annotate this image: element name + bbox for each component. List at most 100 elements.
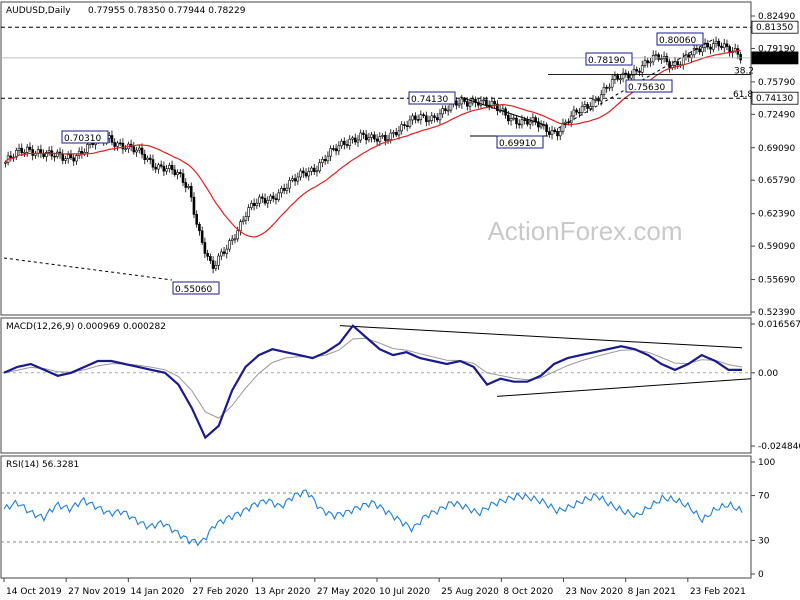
candle-body — [424, 115, 428, 122]
price-y-tick-label: 0.82490 — [758, 12, 795, 22]
candle-body — [61, 153, 65, 161]
candle-body — [189, 186, 193, 198]
candle-body — [422, 114, 425, 117]
candle-body — [110, 135, 114, 143]
level-annotation-text: 0.69910 — [499, 139, 536, 149]
price-axis-tag-label: 0.74130 — [756, 94, 793, 104]
candle-body — [419, 114, 423, 120]
price-axis-tag-label: 0.81350 — [756, 23, 793, 33]
candle-body — [506, 114, 510, 122]
candle-body — [113, 142, 116, 147]
candle-body — [378, 136, 382, 142]
candle-body — [657, 54, 660, 60]
candle-body — [228, 240, 231, 250]
candle-body — [47, 150, 51, 153]
candle-body — [370, 134, 373, 138]
candle-body — [20, 147, 24, 154]
candle-body — [528, 121, 532, 125]
candle-body — [457, 103, 461, 106]
macd-line — [3, 324, 742, 440]
candle-body — [250, 202, 253, 208]
candle-body — [342, 140, 346, 145]
candle-body — [468, 102, 472, 107]
rsi-panel: RSI(14) 56.3281 100 70 30 0 — [0, 455, 775, 580]
level-annotation-text: 0.55060 — [175, 285, 212, 295]
candle-body — [118, 142, 122, 145]
candle-body — [381, 135, 384, 137]
candle-body — [165, 168, 168, 172]
level-annotation-box — [585, 52, 633, 66]
candle-body — [66, 154, 70, 159]
x-tick-label: 23 Feb 2021 — [690, 587, 746, 597]
candle-body — [561, 122, 565, 132]
candle-body — [583, 104, 587, 107]
price-axis-tag — [751, 91, 799, 105]
candle-body — [222, 251, 226, 254]
candle-body — [312, 167, 316, 172]
level-annotation-text: 0.78190 — [588, 56, 625, 66]
candle-body — [280, 187, 283, 194]
candle-body — [203, 242, 207, 254]
candle-body — [296, 176, 300, 182]
candle-body — [509, 118, 513, 122]
candle-body — [465, 101, 469, 107]
candle-body — [200, 230, 204, 243]
candle-body — [323, 159, 327, 162]
candle-body — [184, 182, 188, 188]
candle-body — [676, 61, 680, 66]
macd-y-tick-label: -0.024840 — [758, 442, 800, 452]
candle-body — [597, 98, 600, 102]
candle-body — [28, 146, 32, 150]
candle-body — [520, 119, 524, 126]
macd-panel-frame — [0, 317, 752, 454]
candle-body — [334, 148, 338, 152]
macd-label: MACD(12,26,9) 0.000969 0.000282 — [6, 322, 166, 332]
candle-body — [558, 131, 562, 137]
candle-body — [386, 139, 390, 141]
candle-body — [537, 121, 540, 128]
candle-body — [416, 119, 420, 121]
candle-body — [460, 98, 464, 105]
candle-body — [225, 248, 229, 254]
macd-y-axis: 0.016567 0.00 -0.024840 — [751, 320, 800, 452]
candle-body — [517, 123, 521, 126]
candle-body — [433, 115, 436, 118]
candle-body — [206, 253, 209, 257]
rsi-label: RSI(14) 56.3281 — [6, 460, 79, 470]
candle-body — [367, 137, 371, 141]
candle-body — [340, 140, 343, 147]
x-tick-label: 27 Feb 2020 — [193, 587, 249, 597]
candle-body — [364, 134, 368, 141]
candle-body — [45, 151, 48, 157]
candle-body — [179, 172, 182, 175]
candle-body — [455, 100, 458, 106]
candle-body — [332, 148, 335, 150]
candle-body — [427, 120, 431, 122]
candle-body — [608, 86, 611, 89]
candle-body — [526, 119, 529, 125]
candle-body — [430, 115, 434, 121]
candle-body — [293, 178, 297, 182]
candle-body — [646, 60, 650, 64]
candle-body — [168, 164, 171, 170]
candle-body — [362, 132, 365, 135]
candle-body — [86, 144, 89, 153]
ohlc-label: 0.77955 0.78350 0.77944 0.78229 — [88, 6, 246, 16]
price-axis-tag — [751, 20, 799, 34]
candle-body — [159, 164, 163, 167]
candle-body — [605, 87, 609, 89]
candle-body — [389, 132, 393, 140]
candle-body — [660, 58, 663, 61]
candle-body — [304, 172, 308, 177]
candle-body — [591, 99, 595, 107]
rsi-panel-frame — [0, 455, 752, 579]
candle-body — [512, 117, 516, 120]
macd-trend-lower — [496, 378, 752, 397]
candle-body — [315, 170, 319, 173]
candle-body — [619, 78, 622, 81]
candle-body — [277, 192, 281, 201]
level-annotation-box — [656, 32, 704, 46]
candle-body — [414, 115, 417, 120]
price-y-tick-label: 0.75790 — [758, 78, 795, 88]
macd-y-tick-label: 0.016567 — [758, 320, 800, 330]
